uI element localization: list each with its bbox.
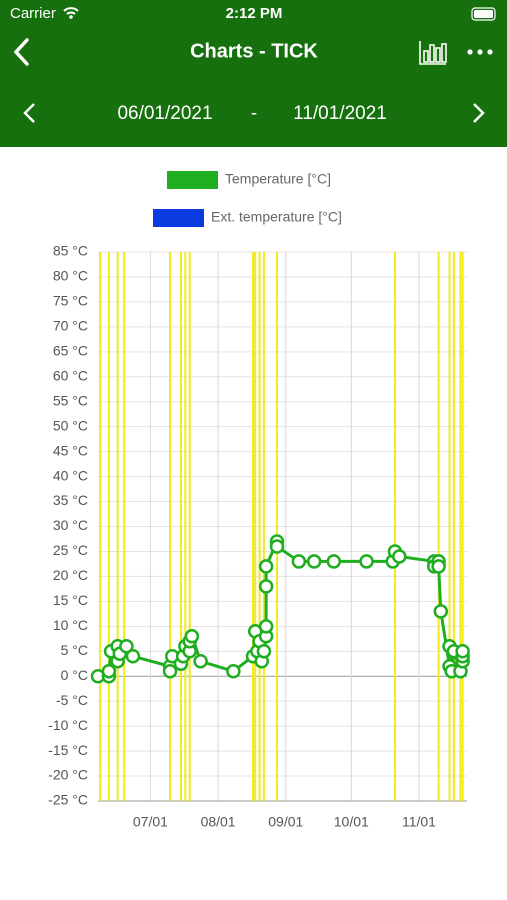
carrier: Carrier xyxy=(10,5,56,22)
wifi-icon xyxy=(63,7,79,15)
legend-swatch xyxy=(167,171,218,189)
x-tick-label: 09/01 xyxy=(268,814,303,830)
y-tick-label: 25 °C xyxy=(53,542,88,558)
data-point xyxy=(193,654,208,669)
data-point xyxy=(119,639,134,654)
y-tick-label: 30 °C xyxy=(53,517,88,533)
y-tick-label: 75 °C xyxy=(53,293,88,309)
data-point xyxy=(101,663,117,679)
y-tick-label: 35 °C xyxy=(53,492,88,508)
x-tick-label: 10/01 xyxy=(334,814,369,830)
y-tick-label: 15 °C xyxy=(53,592,88,608)
data-point xyxy=(258,579,274,594)
y-tick-label: -15 °C xyxy=(48,742,88,758)
x-tick-label: 07/01 xyxy=(133,814,168,830)
y-tick-label: 50 °C xyxy=(53,417,88,433)
data-point xyxy=(258,619,274,634)
date-to[interactable]: 11/01/2021 xyxy=(293,103,387,124)
y-tick-label: 10 °C xyxy=(53,617,88,633)
y-tick-label: 20 °C xyxy=(53,567,88,583)
clock: 2:12 PM xyxy=(226,5,283,22)
x-tick-label: 08/01 xyxy=(201,814,236,830)
page-title: Charts - TICK xyxy=(190,40,318,62)
y-tick-label: -25 °C xyxy=(48,792,88,808)
legend-label: Temperature [°C] xyxy=(225,171,331,187)
y-tick-label: 60 °C xyxy=(53,367,88,383)
chart-icon[interactable] xyxy=(419,41,447,65)
data-point xyxy=(256,644,272,659)
more-button[interactable] xyxy=(467,49,493,55)
data-point xyxy=(433,604,449,619)
date-separator: - xyxy=(251,103,257,124)
data-point xyxy=(269,539,285,554)
previous-range[interactable] xyxy=(23,103,35,123)
y-tick-label: 5 °C xyxy=(61,642,88,658)
data-point xyxy=(455,644,470,659)
y-tick-label: 65 °C xyxy=(53,343,88,359)
data-point xyxy=(392,549,407,564)
data-point xyxy=(184,629,200,644)
data-point xyxy=(162,663,178,679)
back-button[interactable] xyxy=(13,38,29,66)
y-tick-label: -5 °C xyxy=(56,692,88,708)
y-tick-label: -20 °C xyxy=(48,767,88,783)
data-point xyxy=(258,559,274,574)
data-point xyxy=(226,663,241,679)
data-point xyxy=(291,554,307,569)
x-tick-label: 11/01 xyxy=(402,814,436,830)
y-tick-label: 0 °C xyxy=(61,667,88,683)
wifi-dot xyxy=(69,15,73,19)
data-point xyxy=(306,554,322,569)
legend-swatch xyxy=(153,209,204,227)
battery xyxy=(471,7,496,21)
next-range[interactable] xyxy=(473,103,485,123)
y-tick-label: 45 °C xyxy=(53,442,88,458)
y-tick-label: 85 °C xyxy=(53,243,88,259)
data-point xyxy=(326,554,342,569)
series-line xyxy=(98,540,465,678)
data-point xyxy=(359,554,374,569)
y-tick-label: 80 °C xyxy=(53,268,88,284)
date-from[interactable]: 06/01/2021 xyxy=(117,103,212,124)
data-point xyxy=(431,559,446,574)
y-tick-label: 40 °C xyxy=(53,467,88,483)
data-point xyxy=(125,649,141,664)
legend-label: Ext. temperature [°C] xyxy=(211,209,342,225)
y-tick-label: -10 °C xyxy=(48,717,88,733)
y-tick-label: 55 °C xyxy=(53,392,88,408)
battery-level xyxy=(474,10,493,18)
y-tick-label: 70 °C xyxy=(53,318,88,334)
header-background xyxy=(0,0,507,147)
